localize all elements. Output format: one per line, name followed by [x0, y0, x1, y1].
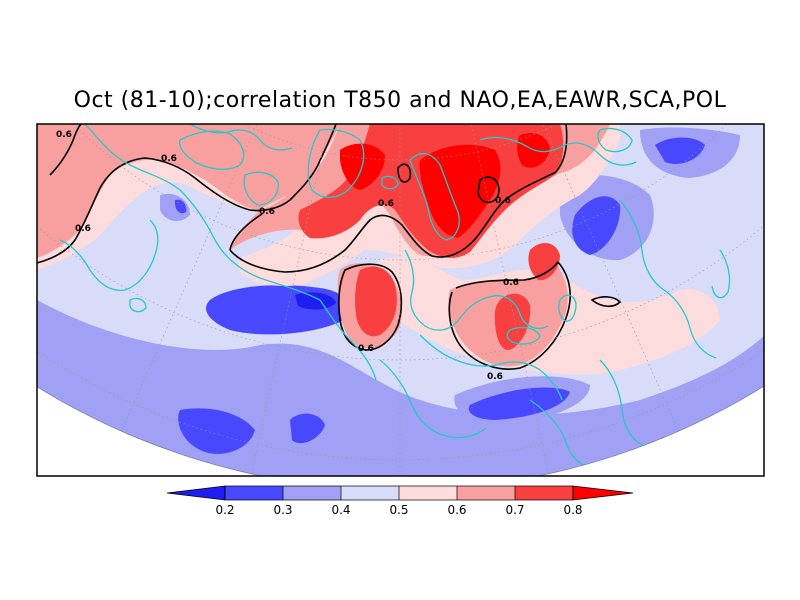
coast-europe [404, 249, 549, 331]
field-blob-blue-topright [655, 137, 705, 165]
contour-label-6: 0.6 [495, 196, 511, 206]
colorbar-tick-0.3: 0.3 [273, 503, 292, 517]
field-blob-blue-pacific-2 [290, 413, 325, 444]
colorbar-tick-0.2: 0.2 [215, 503, 234, 517]
coast-pacific-islands [129, 297, 147, 313]
contour-line-alaska [194, 124, 337, 212]
coast-japan [711, 249, 731, 299]
coast-greenland [307, 128, 365, 198]
contour-line-tongue [338, 263, 403, 351]
colorbar-box-0.7-0.8 [515, 486, 573, 500]
map-frame [36, 123, 765, 477]
contour-lines [37, 124, 622, 370]
contour-line-west [37, 157, 196, 264]
contour-label-9: 0.6 [487, 372, 503, 382]
contour-label-2: 0.6 [161, 154, 177, 164]
colorbar-tick-0.8: 0.8 [563, 503, 582, 517]
contour-label-8: 0.6 [358, 344, 374, 354]
coast-arabia [529, 399, 595, 471]
contour-line-east [448, 261, 571, 370]
contour-labels: 0.6 0.6 0.6 0.6 0.6 0.6 0.6 0.6 0.6 [56, 130, 519, 382]
coast-canada-islands [179, 130, 245, 170]
coast-caspian [558, 294, 577, 322]
colorbar-left-arrow [167, 486, 225, 500]
colorbar-box-0.5-0.6 [399, 486, 457, 500]
field-blob-blue-atlantic-core [295, 292, 336, 310]
coast-north-america-west [84, 124, 321, 301]
coast-black-sea [506, 326, 541, 345]
contour-label-7: 0.6 [503, 278, 519, 288]
colorbar-tick-0.4: 0.4 [331, 503, 350, 517]
contour-line-middle [229, 124, 568, 273]
colorbar-box-0.6-0.7 [457, 486, 515, 500]
contour-line-west-top [49, 124, 83, 176]
contour-line-canada [229, 213, 263, 251]
contour-label-1: 0.6 [56, 130, 72, 140]
contour-line-scandinavia [397, 163, 412, 183]
coast-africa [379, 359, 487, 439]
colorbar-tick-0.6: 0.6 [447, 503, 466, 517]
correlation-field [37, 124, 764, 476]
colorbar-box-0.3-0.4 [283, 486, 341, 500]
coast-canada-north [189, 124, 293, 151]
coast-iceland [381, 175, 399, 190]
coast-asia-north [479, 136, 637, 166]
coast-india [599, 359, 645, 447]
coast-siberia-islands [597, 127, 633, 153]
colorbar: 0.2 0.3 0.4 0.5 0.6 0.7 0.8 [166, 485, 634, 517]
colorbar-tick-0.5: 0.5 [389, 503, 408, 517]
contour-line-siberia [590, 296, 622, 308]
field-blob-blue-pacific [178, 408, 255, 454]
field-blob-lightblue-west [160, 193, 190, 222]
coastlines [59, 124, 731, 471]
field-core-central [355, 266, 397, 337]
coast-scandinavia [409, 153, 460, 241]
contour-label-4: 0.6 [75, 224, 91, 234]
coast-hudson [243, 171, 279, 206]
coast-mexico [319, 299, 377, 381]
colorbar-tick-0.7: 0.7 [505, 503, 524, 517]
field-core-east2 [528, 243, 560, 281]
coast-asia-east [619, 199, 717, 359]
coast-alaska [59, 219, 159, 291]
contour-line-east-top [455, 261, 559, 289]
colorbar-box-0.2-0.3 [225, 486, 283, 500]
field-blob-blue-east [468, 387, 570, 420]
field-red-west [37, 124, 340, 258]
colorbar-right-arrow [573, 486, 633, 500]
field-blob-blue-ne [572, 196, 621, 255]
colorbar-box-0.4-0.5 [341, 486, 399, 500]
contour-label-5: 0.6 [378, 199, 394, 209]
field-core-east [494, 293, 531, 351]
contour-line-north-europe [477, 176, 500, 204]
coast-mediterranean [419, 334, 563, 401]
map-title: Oct (81-10);correlation T850 and NAO,EA,… [73, 88, 727, 113]
contour-label-3: 0.6 [259, 207, 275, 217]
field-core-max-1 [419, 144, 501, 238]
